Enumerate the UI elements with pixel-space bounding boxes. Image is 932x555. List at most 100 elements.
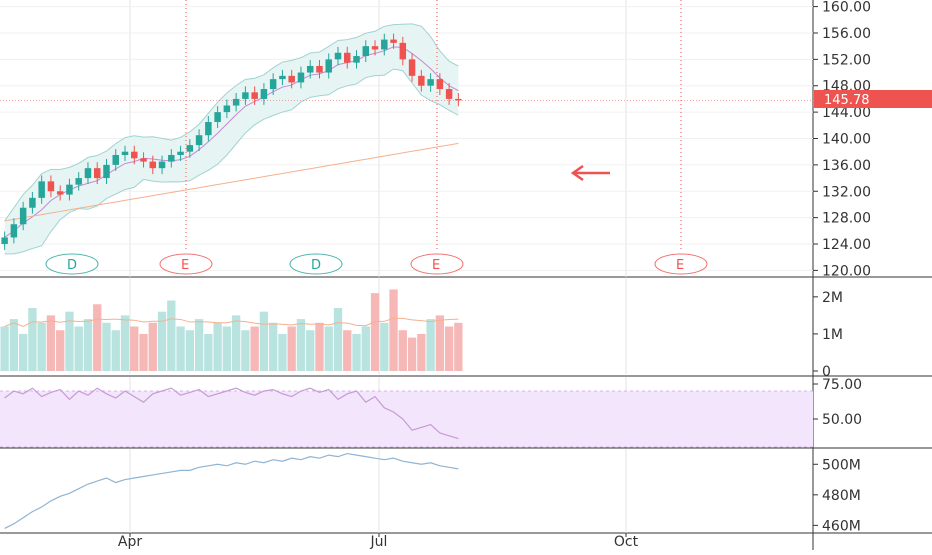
volume-bar xyxy=(130,326,139,371)
obv-line xyxy=(4,452,459,529)
candle-body xyxy=(29,197,36,208)
price-tick-label: 144.00 xyxy=(822,105,871,121)
volume-bar xyxy=(407,337,417,371)
candle-body xyxy=(232,98,240,106)
volume-bar xyxy=(93,304,102,371)
candle-body xyxy=(38,181,45,198)
volume-panel: 2M 1M 0 xyxy=(0,289,843,380)
volume-bar xyxy=(111,330,120,371)
candle-body xyxy=(66,184,73,195)
volume-bar xyxy=(56,330,65,371)
volume-bar xyxy=(167,300,176,371)
volume-bar xyxy=(231,315,241,371)
volume-bar xyxy=(194,319,204,371)
rsi-tick-label: 50.00 xyxy=(822,412,862,428)
candle-body xyxy=(436,79,444,90)
volume-bar xyxy=(241,330,250,371)
volume-bar xyxy=(306,330,315,371)
obv-tick-label: 500M xyxy=(822,457,861,473)
candle-body xyxy=(1,237,8,245)
candle-body xyxy=(427,79,434,86)
candle-body xyxy=(149,161,157,169)
candle-body xyxy=(84,168,92,179)
price-tick-label: 120.00 xyxy=(822,263,871,279)
earnings-marker xyxy=(159,253,213,275)
volume-bar xyxy=(37,322,46,371)
dividend-marker-label: D xyxy=(67,258,77,273)
candle-body xyxy=(121,151,129,155)
price-tick-label: 128.00 xyxy=(822,211,871,227)
price-tick-label: 136.00 xyxy=(822,158,871,174)
dividend-marker xyxy=(289,253,343,275)
volume-bar xyxy=(0,326,9,371)
rsi-tick-label: 75.00 xyxy=(822,377,862,393)
candle-body xyxy=(269,79,277,90)
candle-body xyxy=(47,181,55,192)
candle-body xyxy=(56,191,64,195)
left-arrow-icon[interactable] xyxy=(570,164,610,182)
dividend-marker xyxy=(45,253,99,275)
candle-body xyxy=(205,122,212,136)
time-tick-label: Jul xyxy=(370,534,388,550)
volume-bar xyxy=(389,289,398,371)
volume-bar xyxy=(250,326,259,371)
volume-bar xyxy=(222,326,232,371)
candle-body xyxy=(251,92,258,99)
volume-tick-label: 2M xyxy=(822,290,843,306)
candle-body xyxy=(112,154,119,165)
volume-bar xyxy=(352,333,361,371)
candle-body xyxy=(408,59,416,76)
candle-body xyxy=(418,75,425,86)
volume-bar xyxy=(139,333,148,371)
candle-body xyxy=(103,164,110,179)
price-tick-label: 124.00 xyxy=(822,237,871,253)
candle-body xyxy=(223,105,231,113)
candle-body xyxy=(390,39,397,43)
candle-body xyxy=(19,207,27,225)
volume-bar xyxy=(176,326,185,371)
candle-body xyxy=(131,151,138,159)
candle-body xyxy=(288,75,295,83)
earnings-marker-label: E xyxy=(676,258,684,273)
candle-body xyxy=(455,98,462,101)
price-panel: 160.00156.00152.00148.00144.00140.00136.… xyxy=(0,0,871,279)
candle-body xyxy=(334,52,342,60)
candle-body xyxy=(371,46,379,50)
candle-body xyxy=(260,89,268,99)
price-tick-label: 160.00 xyxy=(822,0,871,16)
bollinger-band-fill xyxy=(4,23,459,254)
rsi-line xyxy=(4,387,459,440)
volume-bar xyxy=(370,293,380,371)
volume-bar xyxy=(18,333,28,371)
volume-bar xyxy=(380,322,389,371)
volume-bar xyxy=(269,322,278,371)
moving-average-long xyxy=(4,142,459,222)
candle-body xyxy=(75,178,82,185)
earnings-marker-label: E xyxy=(181,258,189,273)
volume-bar xyxy=(444,326,454,371)
price-tick-label: 140.00 xyxy=(822,132,871,148)
price-tick-label: 152.00 xyxy=(822,52,871,68)
candle-body xyxy=(214,112,221,123)
candle-body xyxy=(279,75,286,80)
volume-bar xyxy=(213,322,222,371)
candle-body xyxy=(186,145,194,152)
volume-bar xyxy=(74,326,83,371)
rsi-panel: 75.00 50.00 xyxy=(0,377,862,448)
volume-bar xyxy=(278,333,287,371)
volume-tick-label: 0 xyxy=(822,364,831,380)
obv-tick-label: 480M xyxy=(822,488,861,504)
volume-bar xyxy=(9,319,19,371)
candle-body xyxy=(325,59,332,73)
earnings-marker xyxy=(654,253,708,275)
volume-bar xyxy=(454,322,463,371)
volume-bar xyxy=(28,307,37,371)
candle-body xyxy=(93,168,101,179)
earnings-marker xyxy=(410,253,464,275)
bollinger-upper-line xyxy=(4,23,459,222)
volume-bar xyxy=(296,319,306,371)
rsi-range-band xyxy=(0,391,813,447)
